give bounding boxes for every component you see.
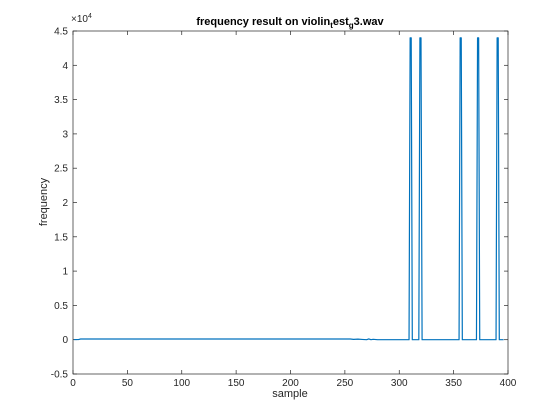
x-tick-label: 400 — [500, 378, 517, 389]
x-tick-label: 250 — [337, 378, 354, 389]
x-tick-label: 150 — [228, 378, 245, 389]
y-tick-label: 1 — [62, 267, 68, 278]
x-tick-label: 100 — [173, 378, 190, 389]
x-tick-label: 200 — [282, 378, 299, 389]
chart-title: frequency result on violintestg3.wav — [196, 16, 384, 30]
y-tick-label: 3.5 — [54, 95, 68, 106]
y-tick-label: 2 — [62, 198, 68, 209]
y-multiplier: ×104 — [71, 13, 92, 25]
y-tick-label: 4.5 — [54, 27, 68, 38]
x-axis-label: sample — [272, 388, 307, 400]
x-tick-label: 0 — [70, 378, 76, 389]
axes: 0 50 100 150 200 250 300 350 400-0.500.511.522.5… — [51, 27, 517, 390]
y-tick-label: 1.5 — [54, 232, 68, 243]
y-tick-label: -0.5 — [51, 370, 69, 381]
x-tick-label: 350 — [445, 378, 462, 389]
y-tick-label: 0 — [62, 335, 68, 346]
y-tick-label: 4 — [62, 61, 68, 72]
ticks: 0 50 100 150 200 250 300 350 400-0.500.511.522.5… — [51, 27, 517, 390]
plot-area — [72, 30, 509, 375]
y-tick-label: 3 — [62, 129, 68, 140]
y-tick-label: 0.5 — [54, 301, 68, 312]
x-tick-label: 50 — [122, 378, 134, 389]
y-tick-label: 2.5 — [54, 164, 68, 175]
series-line-frequency — [74, 37, 504, 341]
series-layer — [74, 37, 504, 341]
x-tick-label: 300 — [391, 378, 408, 389]
y-axis-label: frequency — [38, 177, 50, 226]
